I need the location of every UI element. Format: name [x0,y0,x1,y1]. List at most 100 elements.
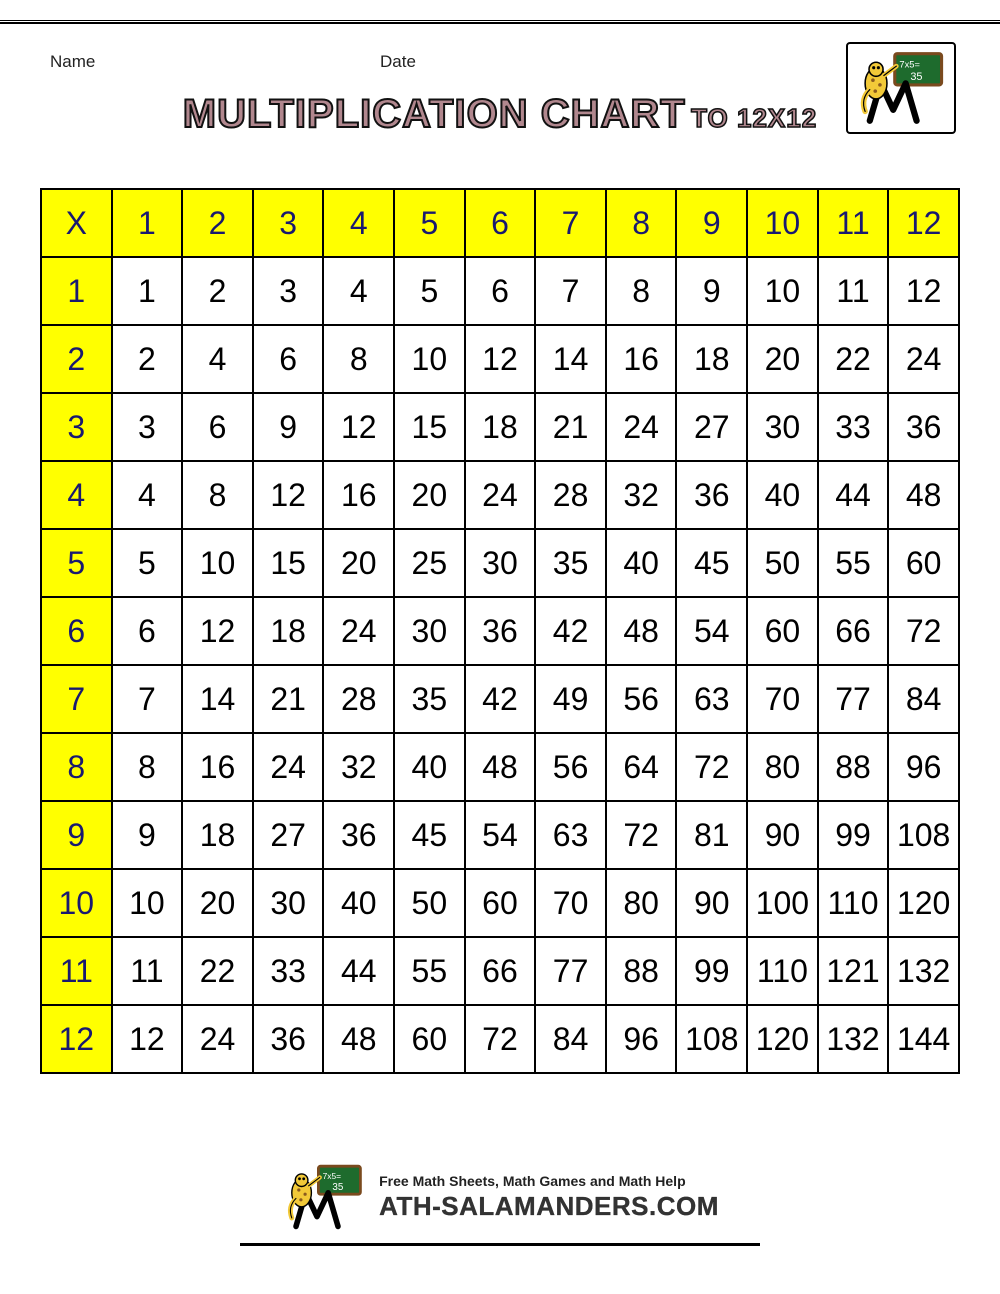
svg-text:7x5=: 7x5= [323,1171,342,1181]
footer-tagline: Free Math Sheets, Math Games and Math He… [379,1173,719,1189]
value-cell: 22 [182,937,253,1005]
value-cell: 12 [888,257,959,325]
value-cell: 6 [253,325,324,393]
value-cell: 84 [535,1005,606,1073]
title-main: MULTIPLICATION CHART [183,92,686,136]
value-cell: 12 [465,325,536,393]
value-cell: 2 [182,257,253,325]
value-cell: 66 [818,597,889,665]
value-cell: 9 [676,257,747,325]
value-cell: 32 [323,733,394,801]
value-cell: 11 [818,257,889,325]
value-cell: 28 [535,461,606,529]
corner-cell: X [41,189,112,257]
value-cell: 20 [323,529,394,597]
svg-text:35: 35 [333,1182,344,1193]
value-cell: 42 [465,665,536,733]
value-cell: 70 [747,665,818,733]
value-cell: 12 [253,461,324,529]
value-cell: 48 [888,461,959,529]
value-cell: 4 [182,325,253,393]
value-cell: 24 [465,461,536,529]
value-cell: 18 [465,393,536,461]
value-cell: 84 [888,665,959,733]
value-cell: 12 [323,393,394,461]
value-cell: 54 [676,597,747,665]
value-cell: 20 [747,325,818,393]
name-label: Name [50,52,95,72]
value-cell: 56 [535,733,606,801]
footer: 7x5= 35 Free Math Sheets, M [0,1162,1000,1262]
value-cell: 24 [253,733,324,801]
col-header-cell: 11 [818,189,889,257]
value-cell: 48 [606,597,677,665]
row-header-cell: 9 [41,801,112,869]
value-cell: 5 [112,529,183,597]
table-row: 224681012141618202224 [41,325,959,393]
value-cell: 60 [888,529,959,597]
value-cell: 35 [394,665,465,733]
table-row: 1123456789101112 [41,257,959,325]
value-cell: 72 [465,1005,536,1073]
col-header-cell: 2 [182,189,253,257]
value-cell: 48 [465,733,536,801]
multiplication-table: X123456789101112112345678910111222468101… [40,188,960,1074]
value-cell: 108 [888,801,959,869]
value-cell: 30 [465,529,536,597]
value-cell: 45 [394,801,465,869]
value-cell: 22 [818,325,889,393]
value-cell: 24 [888,325,959,393]
worksheet-page: Name Date 7x5= 35 MULTIPLICATION CHAR [0,0,1000,1294]
col-header-cell: 10 [747,189,818,257]
table-row: 11112233445566778899110121132 [41,937,959,1005]
value-cell: 9 [253,393,324,461]
value-cell: 90 [747,801,818,869]
value-cell: 8 [323,325,394,393]
value-cell: 96 [606,1005,677,1073]
board-line1: 7x5= [899,60,920,70]
value-cell: 121 [818,937,889,1005]
value-cell: 81 [676,801,747,869]
row-header-cell: 4 [41,461,112,529]
value-cell: 6 [182,393,253,461]
value-cell: 99 [818,801,889,869]
value-cell: 110 [818,869,889,937]
value-cell: 120 [747,1005,818,1073]
value-cell: 27 [676,393,747,461]
value-cell: 132 [888,937,959,1005]
value-cell: 20 [394,461,465,529]
col-header-cell: 4 [323,189,394,257]
brand-logo-footer: 7x5= 35 [281,1162,367,1232]
value-cell: 1 [112,257,183,325]
row-header-cell: 2 [41,325,112,393]
value-cell: 10 [112,869,183,937]
value-cell: 6 [465,257,536,325]
table-row: 661218243036424854606672 [41,597,959,665]
footer-brand: ATH-SALAMANDERS.COM [379,1191,719,1222]
value-cell: 4 [112,461,183,529]
value-cell: 80 [606,869,677,937]
table-row: 44812162024283236404448 [41,461,959,529]
value-cell: 63 [535,801,606,869]
value-cell: 110 [747,937,818,1005]
value-cell: 35 [535,529,606,597]
value-cell: 24 [606,393,677,461]
top-rule [0,20,1000,24]
value-cell: 12 [112,1005,183,1073]
table-row: 551015202530354045505560 [41,529,959,597]
value-cell: 24 [323,597,394,665]
value-cell: 60 [747,597,818,665]
row-header-cell: 5 [41,529,112,597]
value-cell: 11 [112,937,183,1005]
value-cell: 45 [676,529,747,597]
value-cell: 77 [818,665,889,733]
col-header-cell: 12 [888,189,959,257]
row-header-cell: 10 [41,869,112,937]
value-cell: 7 [112,665,183,733]
value-cell: 36 [888,393,959,461]
value-cell: 8 [182,461,253,529]
value-cell: 99 [676,937,747,1005]
value-cell: 80 [747,733,818,801]
col-header-cell: 9 [676,189,747,257]
value-cell: 60 [394,1005,465,1073]
